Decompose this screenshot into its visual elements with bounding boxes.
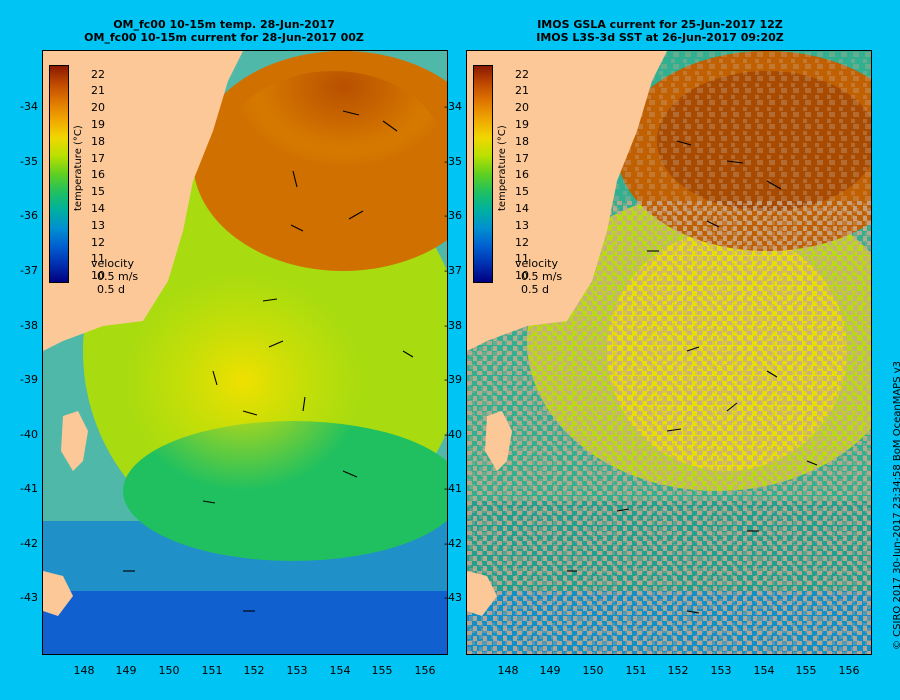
cb-tick: 13 [91,219,105,232]
cb-tick: 20 [515,101,529,114]
lon-label: 155 [795,664,817,677]
lat-label: -40 [20,428,38,441]
right-colorbar [473,65,493,283]
cb-tick: 22 [515,68,529,81]
cb-tick: 16 [515,168,529,181]
cb-tick: 14 [91,202,105,215]
lon-label: 156 [838,664,860,677]
right-title-line1: IMOS GSLA current for 25-Jun-2017 12Z [537,18,783,31]
left-current-arrows [123,110,414,612]
credit-text: © CSIRO 2017 30-Jun-2017 23:34:58 BoM Oc… [892,360,900,650]
velocity-duration: 0.5 d [97,283,125,296]
cb-tick: 19 [515,118,529,131]
cb-tick: 11 [91,252,105,265]
right-current-arrows [567,140,818,614]
right-map[interactable]: 22 21 20 19 18 17 16 15 14 13 12 11 10 t… [466,50,872,655]
lat-label: -42 [444,537,462,550]
lat-label: -41 [20,482,38,495]
lat-label: -35 [20,155,38,168]
lat-label: -38 [20,319,38,332]
lat-label: -39 [20,373,38,386]
cb-tick: 18 [515,135,529,148]
lon-label: 151 [625,664,647,677]
right-title-line2: IMOS L3S-3d SST at 26-Jun-2017 09:20Z [536,31,784,44]
lon-label: 156 [414,664,436,677]
lon-label: 155 [371,664,393,677]
cb-tick: 15 [515,185,529,198]
cb-tick: 11 [515,252,529,265]
cb-tick: 21 [515,84,529,97]
lon-label: 153 [286,664,308,677]
lat-label: -41 [444,482,462,495]
cb-tick: 14 [515,202,529,215]
right-velocity-legend: velocity 0.5 m/s 0.5 d [515,257,562,296]
right-colorbar-title: temperature (°C) [497,125,508,211]
velocity-speed: 0.5 m/s [97,270,139,283]
lon-label: 154 [329,664,351,677]
lon-label: 150 [158,664,180,677]
lon-label: 148 [497,664,519,677]
lat-label: -36 [20,209,38,222]
cb-tick: 18 [91,135,105,148]
velocity-duration: 0.5 d [521,283,549,296]
left-map-canvas [43,51,447,654]
left-title-line1: OM_fc00 10-15m temp. 28-Jun-2017 [113,18,335,31]
cb-tick: 12 [91,236,105,249]
cb-tick: 17 [515,152,529,165]
lon-label: 151 [201,664,223,677]
left-map[interactable]: 22 21 20 19 18 17 16 15 14 13 12 11 10 t… [42,50,448,655]
lat-label: -43 [444,591,462,604]
right-title: IMOS GSLA current for 25-Jun-2017 12Z IM… [450,18,870,44]
lon-label: 149 [539,664,561,677]
cb-tick: 17 [91,152,105,165]
lon-label: 148 [73,664,95,677]
lat-label: -39 [444,373,462,386]
cb-tick: 15 [91,185,105,198]
cb-tick: 12 [515,236,529,249]
cb-tick: 20 [91,101,105,114]
lon-label: 152 [243,664,265,677]
left-colorbar-title: temperature (°C) [73,125,84,211]
lat-label: -34 [444,100,462,113]
lon-label: 154 [753,664,775,677]
velocity-label: velocity [91,257,134,270]
lon-label: 153 [710,664,732,677]
left-velocity-legend: velocity 0.5 m/s 0.5 d [91,257,138,296]
lon-label: 149 [115,664,137,677]
lon-label: 150 [582,664,604,677]
lat-label: -36 [444,209,462,222]
cb-tick: 19 [91,118,105,131]
cb-tick: 10 [515,269,529,282]
velocity-speed: 0.5 m/s [521,270,563,283]
lon-label: 152 [667,664,689,677]
lat-label: -37 [444,264,462,277]
lat-label: -38 [444,319,462,332]
cb-tick: 21 [91,84,105,97]
cb-tick: 22 [91,68,105,81]
right-map-canvas [467,51,871,654]
velocity-label: velocity [515,257,558,270]
cb-tick: 16 [91,168,105,181]
lat-label: -42 [20,537,38,550]
lat-label: -37 [20,264,38,277]
lat-label: -35 [444,155,462,168]
left-title-line2: OM_fc00 10-15m current for 28-Jun-2017 0… [84,31,364,44]
lat-label: -34 [20,100,38,113]
left-colorbar [49,65,69,283]
lat-label: -43 [20,591,38,604]
cb-tick: 13 [515,219,529,232]
lat-label: -40 [444,428,462,441]
cb-tick: 10 [91,269,105,282]
left-title: OM_fc00 10-15m temp. 28-Jun-2017 OM_fc00… [14,18,434,44]
